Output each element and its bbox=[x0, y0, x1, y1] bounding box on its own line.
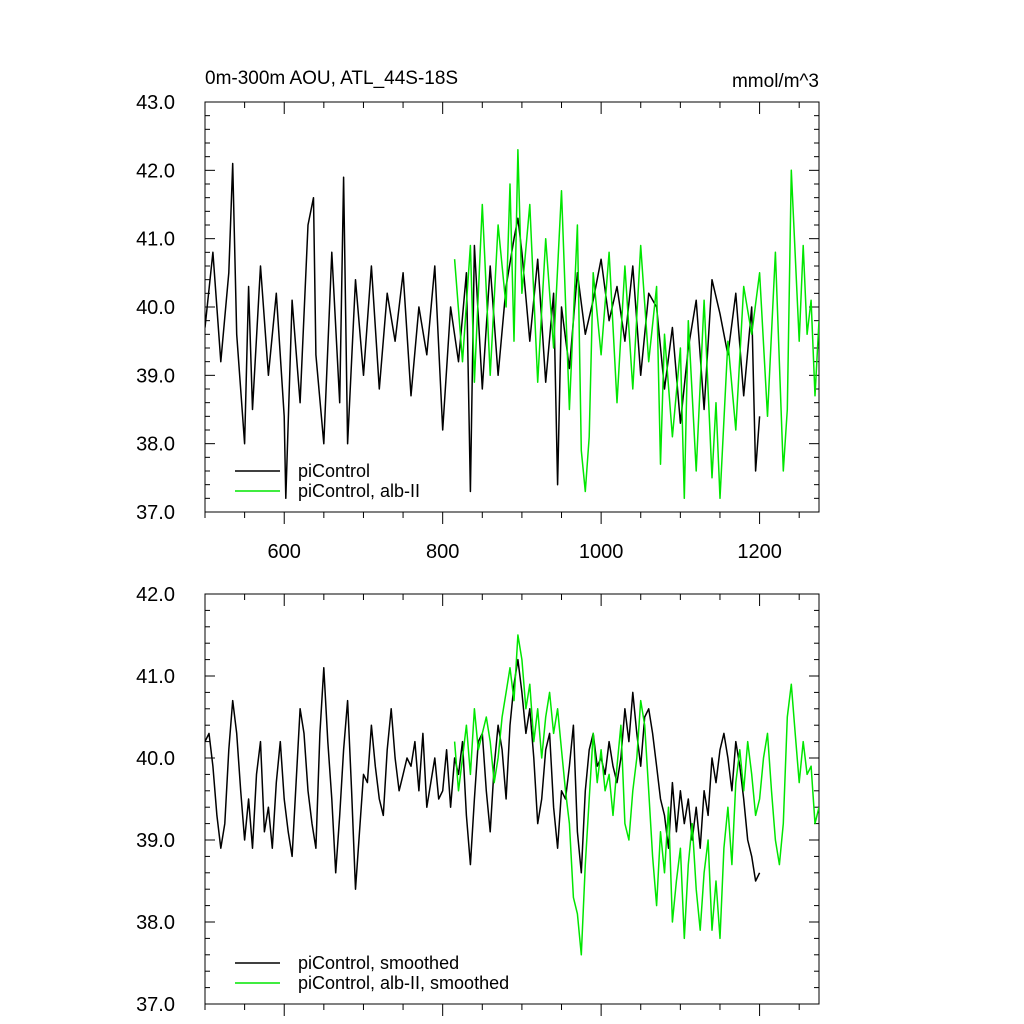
x-tick-label: 600 bbox=[268, 541, 301, 563]
plot-frame bbox=[204, 101, 820, 513]
chart-title: 0m-300m AOU, ATL_44S-18S bbox=[205, 68, 458, 89]
x-tick-label: 800 bbox=[426, 541, 459, 563]
x-tick-label: 1000 bbox=[579, 541, 624, 563]
y-tick-label: 37.0 bbox=[136, 994, 175, 1016]
series-line-picontrol-alb-ii bbox=[453, 149, 819, 500]
legend-label: piControl, alb-II, smoothed bbox=[298, 973, 509, 993]
series-line-picontrol-smoothed bbox=[205, 658, 761, 890]
x-tick-label: 1200 bbox=[737, 541, 782, 563]
y-tick-label: 40.0 bbox=[136, 748, 175, 770]
y-tick-label: 37.0 bbox=[136, 502, 175, 524]
y-tick-label: 42.0 bbox=[136, 584, 175, 606]
top-panel: 37.0 38.0 39.0 40.0 41.0 42.0 43.0 600 800 1000 12… bbox=[136, 92, 820, 563]
series-line-picontrol-alb-ii-smoothed bbox=[453, 634, 819, 956]
units-label: mmol/m^3 bbox=[732, 71, 819, 92]
legend-label: piControl bbox=[298, 461, 370, 481]
y-tick-label: 38.0 bbox=[136, 912, 175, 934]
y-tick-label: 41.0 bbox=[136, 229, 175, 251]
y-tick-label: 41.0 bbox=[136, 666, 175, 688]
y-tick-label: 39.0 bbox=[136, 830, 175, 852]
y-tick-label: 38.0 bbox=[136, 434, 175, 456]
legend-label: piControl, smoothed bbox=[298, 953, 459, 973]
bottom-panel: 37.0 38.0 39.0 40.0 41.0 42.0 piControl, smoot… bbox=[136, 584, 820, 1016]
y-tick-label: 43.0 bbox=[136, 92, 175, 114]
legend-label: piControl, alb-II bbox=[298, 481, 420, 501]
y-tick-label: 40.0 bbox=[136, 297, 175, 319]
y-tick-label: 42.0 bbox=[136, 160, 175, 182]
plot-frame bbox=[204, 593, 820, 1005]
y-tick-label: 39.0 bbox=[136, 365, 175, 387]
